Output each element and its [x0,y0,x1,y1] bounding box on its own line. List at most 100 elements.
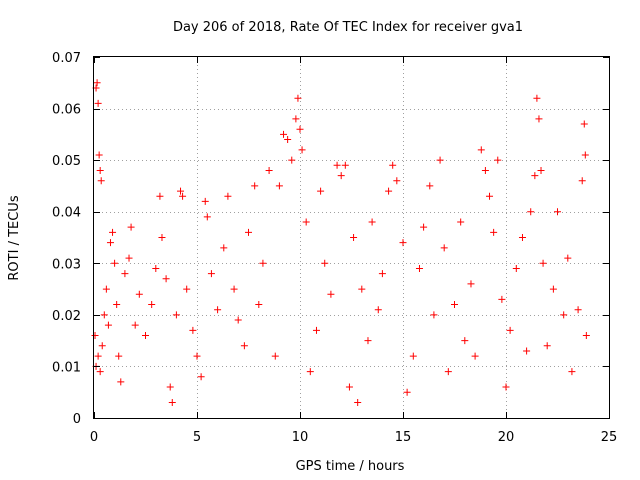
data-point [527,208,535,216]
data-point [98,342,106,350]
data-point [477,146,485,154]
y-tick-label: 0.05 [52,154,81,169]
data-point [97,177,105,185]
data-point [415,264,423,272]
data-point [94,352,102,360]
data-point [543,342,551,350]
x-tick-label: 20 [498,430,515,445]
data-point [533,94,541,102]
data-point [207,270,215,278]
data-point [345,383,353,391]
data-point [502,383,510,391]
x-tick-labels: 0 5 10 15 20 25 [90,430,617,445]
data-point [436,156,444,164]
x-tick-label: 15 [395,430,412,445]
data-point [172,311,180,319]
chart-title: Day 206 of 2018, Rate Of TEC Index for r… [173,20,523,35]
y-tick-label: 0.03 [52,257,81,272]
data-point [354,399,362,407]
data-point [203,213,211,221]
data-point [166,383,174,391]
data-point [142,331,149,339]
data-point [471,352,479,360]
data-point [275,182,283,190]
data-point [578,177,586,185]
data-point [378,270,386,278]
data-point [135,290,143,298]
data-point [265,166,273,174]
x-tick-label: 10 [292,430,309,445]
data-point [393,177,401,185]
data-points [91,79,590,407]
data-point [255,301,263,309]
y-tick-label: 0 [73,412,81,427]
data-point [420,223,428,231]
y-tick-label: 0.04 [52,206,81,221]
data-point [158,234,166,241]
data-point [512,264,520,272]
y-tick-labels: 0 0.01 0.02 0.03 0.04 0.05 0.06 0.07 [52,51,81,427]
data-point [506,326,514,334]
data-point [298,146,306,154]
data-point [327,290,335,298]
data-point [91,331,99,339]
data-point [230,285,238,293]
y-tick-label: 0.07 [52,51,81,66]
y-tick-label: 0.01 [52,360,81,375]
data-point [490,228,498,236]
data-point [245,228,252,236]
data-point [409,352,417,360]
data-point [341,161,349,169]
data-point [251,182,259,190]
data-point [240,342,248,350]
data-point [444,368,452,376]
data-point [280,130,288,138]
data-point [183,285,191,293]
data-point [189,326,197,334]
data-point [549,285,557,293]
data-point [358,285,366,293]
data-point [201,197,209,205]
data-point [368,218,376,226]
data-point [193,352,201,360]
data-point [580,120,588,128]
data-point [115,352,123,360]
data-point [467,280,475,288]
data-point [535,115,543,123]
data-point [197,373,205,381]
data-point [117,378,125,386]
data-point [294,94,302,102]
data-point [486,192,494,200]
data-point [95,151,103,159]
y-tick-label: 0.02 [52,309,81,324]
data-point [127,223,135,231]
data-point [109,228,117,236]
data-point [148,301,156,309]
data-point [306,368,314,376]
data-point [317,187,325,195]
data-point [364,337,372,345]
data-point [96,368,104,376]
data-point [403,388,411,396]
x-tick-label: 25 [601,430,618,445]
data-point [296,125,304,133]
data-point [284,136,292,144]
data-point [121,270,129,278]
data-point [234,316,242,324]
data-point [374,306,382,314]
data-point [568,368,576,376]
data-point [131,321,139,329]
data-point [461,337,469,345]
data-point [152,264,160,272]
data-point [399,239,407,247]
data-point [220,244,228,252]
data-point [288,156,296,164]
data-point [292,115,300,123]
data-point [259,259,267,267]
data-point [518,234,526,241]
plot-frame [93,56,610,419]
data-point [523,347,531,355]
data-point [430,311,438,319]
data-point [177,187,185,195]
